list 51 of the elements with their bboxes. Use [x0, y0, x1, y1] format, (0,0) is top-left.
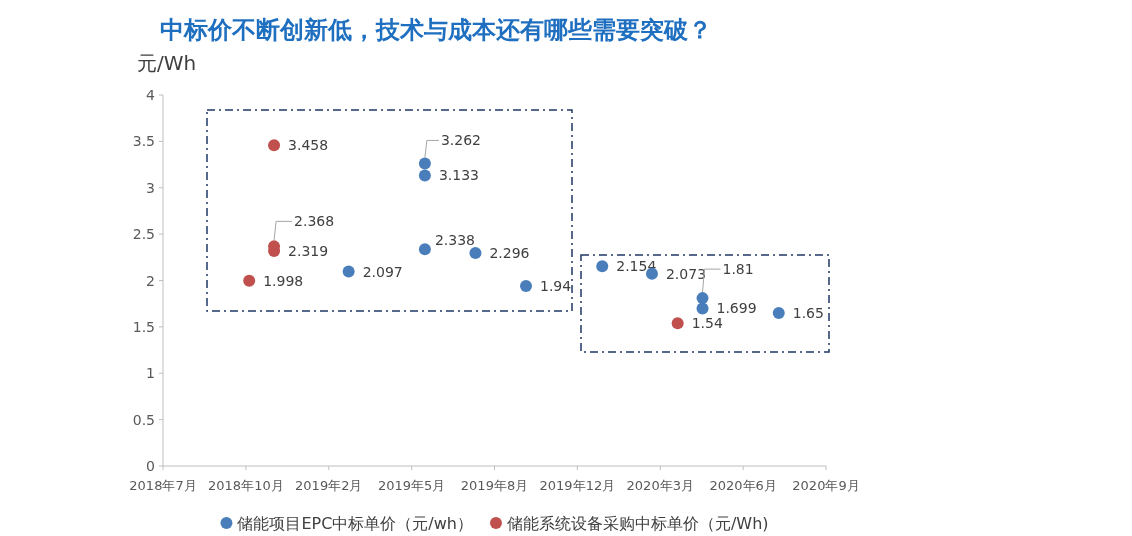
y-axis-title: 元/Wh: [137, 51, 197, 75]
point: [243, 274, 256, 287]
y-tick-label: 1.5: [132, 318, 155, 335]
point: [519, 280, 532, 293]
y-tick-label: 0: [146, 458, 155, 474]
x-tick-label: 2019年5月: [377, 478, 446, 493]
x-tick-label: 2020年9月: [792, 478, 860, 493]
x-tick-label: 2020年6月: [709, 478, 777, 493]
point: [268, 139, 281, 152]
point: [596, 260, 609, 273]
x-tick-label: 2018年10月: [208, 478, 284, 493]
point: [696, 292, 709, 305]
point: [418, 157, 431, 170]
data-label: 1.81: [722, 261, 754, 278]
point: [469, 247, 482, 260]
data-label: 1.65: [792, 304, 824, 321]
point: [342, 265, 355, 278]
chart-title: 中标价不断创新低，技术与成本还有哪些需要突破？: [160, 16, 712, 44]
data-label: 1.94: [539, 278, 572, 295]
data-label: 2.154: [616, 258, 657, 275]
data-label: 2.097: [362, 263, 403, 280]
data-label: 2.319: [288, 242, 329, 259]
legend-label: 储能系统设备采购中标单价（元/Wh): [506, 514, 769, 533]
data-label: 2.338: [434, 232, 475, 249]
data-label: 1.54: [691, 315, 723, 332]
x-tick-label: 2020年3月: [626, 478, 694, 493]
data-label: 2.296: [489, 245, 530, 262]
x-tick-label: 2018年7月: [129, 478, 197, 493]
point: [671, 317, 684, 330]
data-label: 3.262: [440, 132, 481, 149]
y-tick-label: 2: [146, 272, 155, 289]
y-tick-label: 4: [146, 87, 156, 103]
point: [772, 306, 785, 319]
point: [418, 169, 431, 182]
data-label: 1.998: [263, 272, 304, 289]
data-label: 2.073: [665, 265, 707, 282]
x-tick-label: 2019年2月: [295, 478, 363, 493]
data-label: 2.368: [294, 213, 335, 230]
y-tick-label: 3.5: [132, 133, 155, 150]
y-tick-label: 1: [146, 365, 155, 382]
data-label: 3.133: [438, 167, 479, 184]
y-tick-label: 3: [146, 179, 155, 196]
data-label: 1.699: [716, 300, 757, 317]
point: [418, 243, 431, 256]
y-tick-label: 0.5: [132, 411, 155, 428]
x-tick-label: 2019年8月: [460, 478, 529, 493]
legend-label: 储能项目EPC中标单价（元/wh）: [237, 514, 473, 533]
x-tick-label: 2019年12月: [539, 478, 616, 493]
point: [696, 302, 709, 315]
y-tick-label: 2.5: [132, 226, 155, 243]
data-label: 3.458: [288, 137, 329, 154]
